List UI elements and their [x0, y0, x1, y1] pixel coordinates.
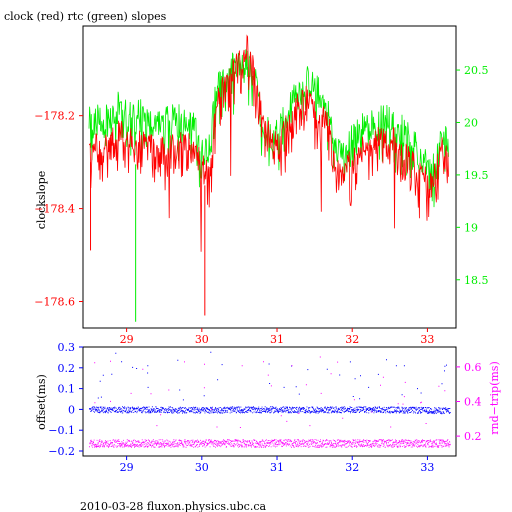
footer-text: 2010-03-28 fluxon.physics.ubc.ca	[80, 500, 266, 512]
top-y2-tick-label: 20.5	[464, 64, 489, 77]
top-x-tick-label: 32	[345, 333, 359, 346]
bottom-x-tick-label: 30	[195, 461, 209, 474]
top-x-tick-label: 29	[120, 333, 134, 346]
bottom-plot-frame	[82, 346, 457, 457]
top-y2-tick-label: 18.5	[464, 274, 489, 287]
bottom-y2-tick-label: 0.6	[464, 361, 482, 374]
top-y-tick-label: −178.4	[34, 203, 75, 216]
bottom-y-tick-label: −0.2	[48, 445, 75, 458]
bottom-y-tick-label: 0.1	[58, 383, 76, 396]
bottom-y-tick-label: −0.1	[48, 424, 75, 437]
top-y-axis-label: clockslope	[35, 171, 48, 229]
series-band-offset	[89, 406, 451, 415]
top-y-tick-label: −178.6	[34, 296, 75, 309]
bottom-x-tick-label: 29	[120, 461, 134, 474]
bottom-y-axis-label: offset(ms)	[35, 374, 48, 430]
bottom-x-tick-label: 33	[420, 461, 434, 474]
top-y2-tick-label: 20	[464, 116, 478, 129]
series-band-round-trip	[89, 439, 451, 448]
bottom-y-tick-label: 0.2	[58, 362, 76, 375]
bottom-x-tick-label: 32	[345, 461, 359, 474]
bottom-y-tick-label: 0.3	[58, 341, 76, 354]
bottom-y2-tick-label: 0.2	[464, 430, 482, 443]
bottom-y2-axis-label: rnd−trip(ms)	[488, 361, 501, 435]
bottom-y-tick-label: 0	[68, 403, 75, 416]
top-y2-tick-label: 19	[464, 221, 478, 234]
bottom-y2-tick-label: 0.4	[464, 396, 482, 409]
top-y2-tick-label: 19.5	[464, 169, 489, 182]
series-outliers-round-trip	[94, 356, 446, 428]
top-x-tick-label: 33	[420, 333, 434, 346]
series-outliers-offset	[97, 351, 448, 401]
top-y-tick-label: −178.2	[34, 110, 75, 123]
chart-title: clock (red) rtc (green) slopes	[4, 10, 167, 23]
top-x-tick-label: 30	[195, 333, 209, 346]
series-line-clock	[88, 34, 449, 252]
top-x-tick-label: 31	[270, 333, 284, 346]
top-plot-frame	[82, 25, 457, 329]
bottom-x-tick-label: 31	[270, 461, 284, 474]
